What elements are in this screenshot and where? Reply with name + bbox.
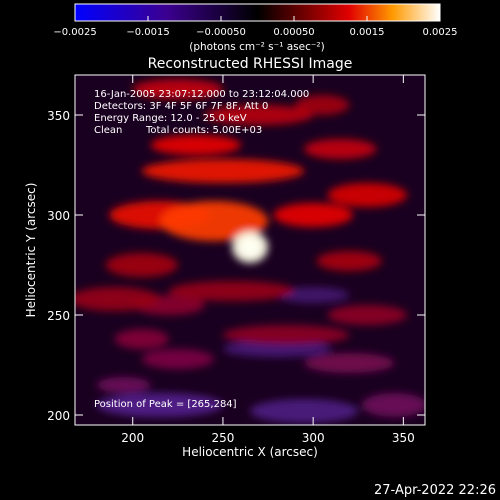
emission-blob xyxy=(204,105,314,125)
emission-blob xyxy=(168,281,296,301)
x-tick-label: 350 xyxy=(392,431,415,445)
emission-blob xyxy=(327,183,407,207)
annotation-peak: Position of Peak = [265,284] xyxy=(94,399,237,410)
emission-blob xyxy=(316,251,382,271)
colorbar-tick-label: −0.0015 xyxy=(126,27,169,38)
emission-blob xyxy=(75,287,160,311)
emission-blob xyxy=(304,139,377,159)
annotation-method: Clean xyxy=(94,125,122,136)
x-tick-label: 250 xyxy=(211,431,234,445)
emission-blob xyxy=(295,95,350,115)
axis-tick-labels: 200 250 300 350 200 250 300 350 xyxy=(47,109,415,445)
annotation-energy: Energy Range: 12.0 - 25.0 keV xyxy=(94,113,247,124)
emission-blob xyxy=(132,79,223,99)
annotation-time-range: 16-Jan-2005 23:07:12.000 to 23:12:04.000 xyxy=(94,89,309,100)
annotation-counts: Total counts: 5.00E+03 xyxy=(145,125,262,136)
footer-date: 27-Apr-2022 22:26 xyxy=(374,483,496,498)
emission-blob xyxy=(222,325,350,345)
colorbar-tick-label: 0.0025 xyxy=(423,27,458,38)
colorbar-tick-label: 0.0015 xyxy=(350,27,385,38)
emission-blob xyxy=(150,135,241,155)
emission-blob xyxy=(327,305,407,325)
colorbar-ticks xyxy=(74,16,441,21)
colorbar xyxy=(74,3,441,22)
emission-blob xyxy=(273,203,353,227)
axis-ticks xyxy=(75,75,425,425)
x-tick-label: 200 xyxy=(121,431,144,445)
emission-blob xyxy=(141,159,305,183)
plot-frame xyxy=(74,74,426,426)
negative-region xyxy=(96,393,223,417)
emission-blob xyxy=(96,377,151,393)
emission-blob xyxy=(361,393,425,417)
y-tick-label: 300 xyxy=(47,209,70,223)
emission-blob xyxy=(304,353,395,373)
emission-blob xyxy=(114,329,169,349)
colorbar-unit-label: (photons cm⁻² s⁻¹ asec⁻²) xyxy=(189,41,324,53)
colorbar-tick-labels: −0.0025 −0.0015 −0.00050 0.00050 0.0015 0.002… xyxy=(53,27,457,38)
source-peak-core xyxy=(239,237,261,257)
x-axis-label: Heliocentric X (arcsec) xyxy=(182,445,318,459)
y-tick-label: 200 xyxy=(47,409,70,423)
negative-region xyxy=(250,399,359,423)
chart-title: Reconstructed RHESSI Image xyxy=(148,56,353,72)
colorbar-tick-label: −0.0025 xyxy=(53,27,96,38)
colorbar-tick-label: −0.00050 xyxy=(196,27,246,38)
y-axis-label: Heliocentric Y (arcsec) xyxy=(24,183,38,318)
annotation-detectors: Detectors: 3F 4F 5F 6F 7F 8F, Att 0 xyxy=(94,101,268,112)
y-tick-label: 350 xyxy=(47,109,70,123)
colorbar-tick-label: 0.00050 xyxy=(273,27,314,38)
emission-blob xyxy=(141,349,214,369)
plot-area xyxy=(75,75,425,425)
y-tick-label: 250 xyxy=(47,309,70,323)
emission-blob xyxy=(159,201,269,241)
negative-region xyxy=(222,341,332,357)
x-tick-label: 300 xyxy=(302,431,325,445)
heatmap-layer xyxy=(75,79,425,423)
emission-blob xyxy=(105,253,178,277)
